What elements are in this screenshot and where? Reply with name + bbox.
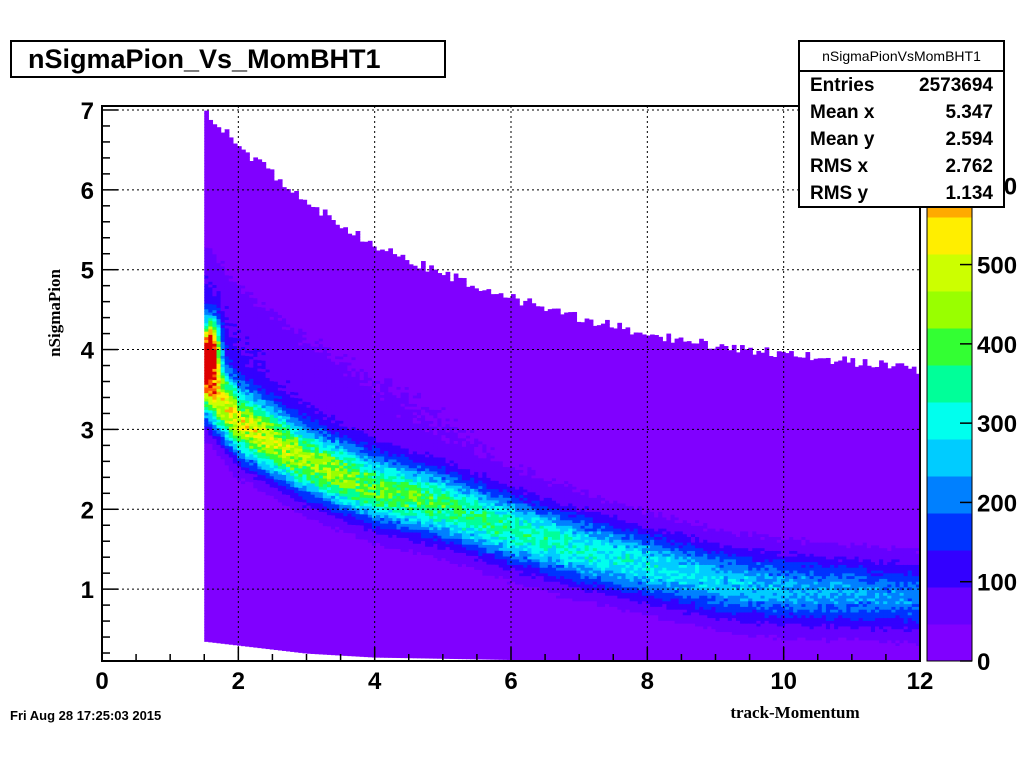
heat-cell: [212, 124, 217, 126]
heat-cell: [307, 205, 312, 207]
heat-cell: [249, 161, 254, 164]
heat-cell: [311, 207, 316, 210]
heat-cell: [270, 169, 275, 171]
heat-cell: [253, 157, 258, 158]
heat-cell: [237, 146, 242, 148]
heat-cell: [233, 144, 238, 145]
heat-cell: [266, 168, 271, 171]
heat-cell: [217, 127, 222, 129]
heat-cell: [221, 133, 226, 136]
heat-cell: [274, 180, 279, 183]
heat-cell: [257, 159, 262, 161]
heat-cell: [315, 207, 320, 210]
heat-cell: [245, 152, 250, 154]
heat-cell: [278, 179, 283, 181]
heat-cell: [241, 150, 246, 152]
heat-cell: [302, 200, 307, 201]
heat-cell: [208, 120, 213, 123]
heat-cell: [225, 129, 230, 130]
heat-cell: [204, 111, 209, 114]
heat-cell: [262, 162, 267, 165]
heat-cell: [229, 137, 234, 138]
heat-cell: [298, 199, 303, 200]
heat-cell: [290, 193, 295, 194]
heat-cell: [294, 191, 299, 194]
